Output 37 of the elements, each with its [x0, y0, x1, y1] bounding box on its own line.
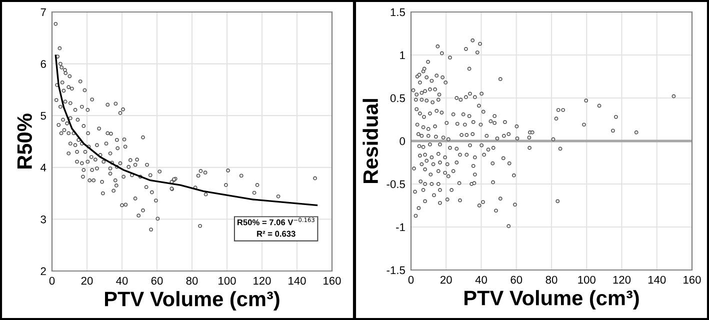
y-tick-label: 5 — [40, 112, 46, 120]
y-tick-label: 0 — [400, 137, 406, 146]
y-tick-label: 4 — [40, 164, 46, 172]
y-tick-label: -0.5 — [386, 180, 405, 188]
x-tick-label: 0 — [49, 276, 55, 285]
x-axis-title: PTV Volume (cm³) — [105, 291, 280, 310]
y-tick-label: 2 — [40, 267, 46, 276]
x-tick-label: 100 — [578, 276, 596, 284]
x-tick-label: 80 — [186, 276, 198, 285]
y-tick-label: -1 — [396, 223, 405, 232]
x-tick-label: 20 — [81, 276, 93, 285]
x-tick-label: 160 — [324, 276, 341, 285]
y-tick-label: -1.5 — [386, 266, 405, 274]
x-tick-label: 140 — [288, 276, 306, 285]
y-tick-label: 0.5 — [390, 94, 405, 102]
text: R50% = 7.06 V$^{−0.163}$ R² = 0.633 — [238, 218, 314, 237]
y-axis-title: Residual — [362, 99, 378, 184]
x-tick-label: 60 — [151, 276, 163, 285]
y-tick-label: 1.5 — [390, 8, 405, 16]
y-tick-label: 1 — [400, 51, 405, 60]
x-tick-label: 60 — [510, 276, 522, 284]
x-tick-label: 120 — [254, 276, 271, 285]
y-tick-label: 3 — [40, 215, 46, 224]
x-tick-label: 40 — [475, 276, 487, 284]
x-tick-label: 120 — [613, 276, 631, 284]
y-tick-label: 6 — [40, 60, 46, 68]
y-axis-title: R50% — [17, 114, 32, 168]
x-tick-label: 40 — [116, 276, 128, 285]
x-tick-label: 80 — [546, 276, 558, 284]
y-tick-label: 7 — [40, 8, 46, 16]
x-tick-label: 140 — [648, 276, 666, 284]
x-tick-label: 0 — [408, 276, 414, 284]
line-series — [54, 54, 318, 206]
x-tick-label: 160 — [684, 276, 701, 284]
x-axis-title: PTV Volume (cm³) — [464, 290, 639, 310]
x-tick-label: 20 — [440, 276, 452, 284]
x-tick-label: 100 — [218, 276, 236, 285]
